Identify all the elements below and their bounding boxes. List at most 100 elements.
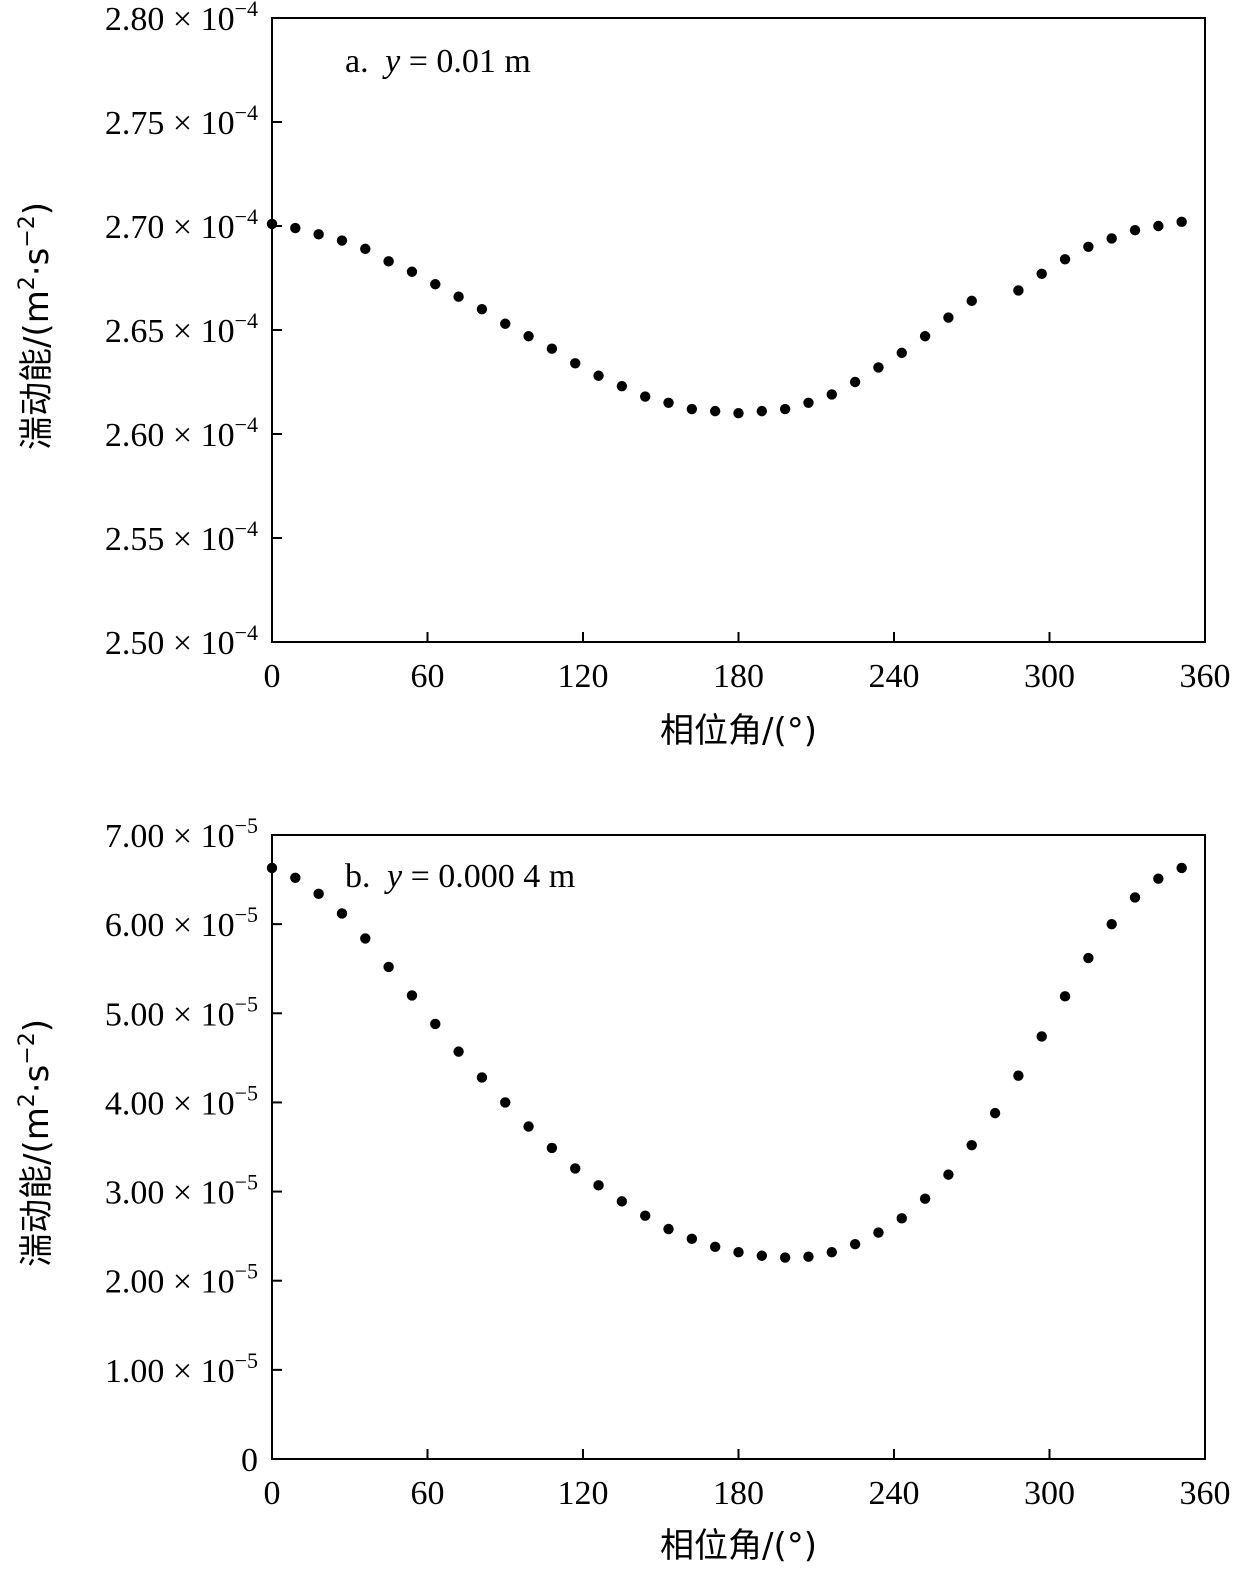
data-point (266, 862, 278, 874)
data-point (873, 1227, 884, 1238)
data-point (383, 256, 394, 267)
y-tick-label: 2.65 × 10−4 (105, 308, 258, 350)
x-tick-label: 300 (1024, 658, 1075, 695)
y-tick-label: 2.80 × 10−4 (105, 0, 258, 38)
data-point (826, 389, 837, 400)
data-point (266, 218, 278, 230)
data-point (1129, 224, 1141, 236)
panel-label: a. (345, 43, 369, 80)
data-point (476, 304, 488, 315)
data-point (546, 343, 558, 354)
data-point (966, 295, 977, 307)
data-point (896, 347, 907, 359)
y-axis-label-sup: −2 (15, 215, 40, 247)
data-point (966, 1140, 977, 1151)
plot-frame (271, 834, 1206, 1460)
data-point (756, 1250, 768, 1261)
data-point (1059, 254, 1071, 265)
data-point (733, 1246, 744, 1258)
data-point (406, 266, 418, 277)
data-point (523, 331, 534, 342)
data-point (1083, 241, 1094, 252)
annotation-variable: y (382, 43, 401, 80)
data-point (1013, 1070, 1024, 1081)
data-point (593, 370, 604, 381)
annotation-variable: y (384, 858, 403, 895)
data-point (849, 376, 861, 388)
data-point (500, 318, 511, 329)
x-tick-label: 120 (558, 1475, 609, 1512)
y-axis-label-end: ) (17, 1019, 57, 1032)
data-point (943, 1169, 954, 1180)
x-tick-label: 180 (713, 658, 764, 695)
data-point (453, 1046, 464, 1057)
data-point (1036, 1031, 1047, 1042)
data-point (336, 908, 348, 919)
y-axis-label-main: 湍动能/(m (17, 290, 57, 450)
data-point (616, 380, 628, 392)
data-point (756, 405, 768, 417)
y-tick-label: 2.75 × 10−4 (105, 100, 258, 142)
data-point (1176, 216, 1187, 228)
chart-panel-b: 0 1.00 × 10−5 2.00 × 10−5 3.00 × 10−5 4.00 ×… (15, 813, 1231, 1566)
data-point (803, 397, 814, 408)
data-point (1153, 220, 1164, 232)
data-point (476, 1072, 488, 1083)
data-point (919, 331, 931, 342)
y-tick-label: 2.55 × 10−4 (105, 516, 258, 558)
data-point (803, 1251, 814, 1262)
x-tick-label: 240 (869, 1475, 920, 1512)
data-point (896, 1213, 907, 1224)
y-axis-label: 湍动能/(m2·s−2) (15, 1019, 57, 1267)
y-axis-label-sup: −2 (15, 1032, 40, 1064)
y-axis-label: 湍动能/(m2·s−2) (15, 202, 57, 450)
y-tick-label: 2.60 × 10−4 (105, 412, 258, 454)
x-tick-label: 180 (713, 1475, 764, 1512)
data-point (360, 933, 371, 944)
y-axis-label-mid: ·s (17, 248, 57, 277)
chart-panel-a: 2.50 × 10−4 2.55 × 10−4 2.60 × 10−4 2.65 × … (15, 0, 1231, 751)
y-tick-label: 5.00 × 10−5 (105, 991, 258, 1033)
x-axis-ticks: 0 60 120 180 240 300 360 (264, 632, 1231, 695)
data-points (266, 216, 1187, 419)
x-tick-label: 360 (1180, 1475, 1231, 1512)
data-point (779, 403, 791, 415)
data-point (849, 1238, 861, 1250)
data-point (430, 279, 441, 290)
y-tick-label: 2.00 × 10−5 (105, 1259, 258, 1301)
data-point (1153, 873, 1164, 884)
x-tick-label: 120 (558, 658, 609, 695)
y-tick-label: 2.70 × 10−4 (105, 204, 258, 246)
data-point (546, 1142, 558, 1154)
data-point (336, 235, 348, 246)
data-point (640, 1210, 651, 1221)
data-point (1013, 285, 1024, 296)
y-tick-label: 6.00 × 10−5 (105, 902, 258, 944)
data-point (919, 1193, 931, 1204)
y-axis-label-mid: ·s (17, 1065, 57, 1094)
data-point (290, 222, 301, 234)
data-point (500, 1097, 511, 1108)
data-point (663, 397, 674, 408)
x-tick-label: 300 (1024, 1475, 1075, 1512)
y-axis-label-main: 湍动能/(m (17, 1107, 57, 1267)
data-point (616, 1196, 628, 1207)
data-point (313, 888, 324, 900)
y-tick-label: 1.00 × 10−5 (105, 1348, 258, 1390)
data-point (570, 358, 581, 369)
data-point (313, 229, 324, 240)
panel-label: b. (345, 858, 371, 895)
data-point (640, 391, 651, 402)
data-point (1106, 233, 1117, 244)
data-point (453, 291, 464, 302)
y-tick-label: 7.00 × 10−5 (105, 813, 258, 855)
y-axis-label-sup: 2 (15, 276, 40, 290)
data-point (733, 408, 744, 419)
data-point (360, 243, 371, 255)
data-point (593, 1180, 604, 1191)
x-axis-label: 相位角/(°) (660, 1526, 817, 1566)
y-tick-label: 4.00 × 10−5 (105, 1080, 258, 1122)
y-tick-label: 3.00 × 10−5 (105, 1170, 258, 1212)
y-tick-label: 0 (241, 1442, 258, 1479)
data-points (266, 862, 1187, 1263)
